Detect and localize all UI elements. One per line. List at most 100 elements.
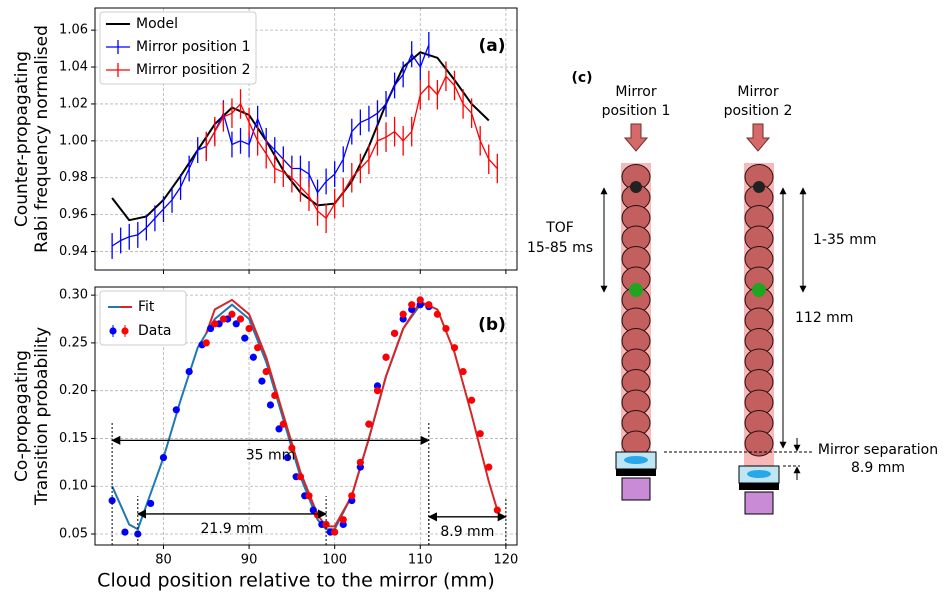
y-tick-label: 1.06 bbox=[59, 23, 88, 38]
legend-box bbox=[99, 11, 257, 85]
separation-label: 8.9 mm bbox=[851, 460, 905, 476]
mirror-holder bbox=[621, 477, 651, 501]
mirror-mount bbox=[739, 483, 779, 490]
mirror-label: position 2 bbox=[724, 103, 793, 119]
data-point bbox=[211, 320, 219, 328]
beam-arrow bbox=[623, 123, 649, 152]
series-line bbox=[111, 44, 430, 247]
data-point bbox=[121, 528, 129, 536]
panel-label: (a) bbox=[478, 36, 505, 56]
data-point bbox=[425, 301, 433, 309]
data-point bbox=[147, 499, 155, 508]
drop-label: 112 mm bbox=[795, 310, 853, 326]
data-point bbox=[258, 377, 266, 385]
data-point bbox=[305, 492, 313, 500]
data-point bbox=[232, 320, 240, 328]
data-point bbox=[348, 492, 356, 500]
atom-cloud bbox=[629, 283, 643, 297]
mirror-label: Mirror bbox=[615, 84, 656, 100]
lattice-site bbox=[744, 430, 774, 457]
data-point bbox=[249, 353, 257, 361]
data-point bbox=[356, 458, 364, 466]
data-point bbox=[236, 315, 245, 323]
data-point bbox=[228, 310, 236, 318]
x-tick-label: 90 bbox=[241, 553, 258, 568]
data-point bbox=[468, 396, 476, 404]
x-tick-label: 110 bbox=[408, 553, 433, 568]
data-point bbox=[390, 329, 399, 337]
atom-cloud bbox=[630, 181, 642, 193]
data-point bbox=[262, 367, 270, 376]
data-point bbox=[241, 334, 249, 342]
beam-arrow bbox=[745, 123, 771, 152]
x-tick-label: 100 bbox=[322, 553, 347, 568]
annotation: 35 mm bbox=[246, 447, 296, 463]
y-axis-label: Rabi frequency normalised bbox=[32, 25, 52, 253]
data-point bbox=[275, 425, 283, 433]
data-point bbox=[206, 324, 215, 333]
data-point bbox=[254, 344, 262, 352]
data-point bbox=[202, 339, 210, 347]
y-axis-label: Transition probability bbox=[32, 327, 52, 506]
y-tick-label: 0.20 bbox=[59, 383, 88, 398]
panel-label: (b) bbox=[478, 315, 506, 335]
data-point bbox=[185, 367, 193, 376]
x-tick-label: 80 bbox=[155, 553, 172, 568]
data-point bbox=[399, 310, 407, 318]
data-point bbox=[331, 528, 339, 536]
y-tick-label: 0.94 bbox=[59, 244, 88, 259]
data-point bbox=[313, 511, 322, 519]
tof-label: 15-85 ms bbox=[527, 240, 593, 256]
y-tick-label: 0.05 bbox=[59, 527, 88, 542]
chart: 0.05 0.10 0.15 0.20 0.25 0.30 80 90 100 110 120 35 … bbox=[12, 286, 518, 592]
y-axis-label: Counter-propagating bbox=[12, 51, 32, 227]
y-tick-label: 1.02 bbox=[59, 96, 88, 111]
tof-label: TOF bbox=[545, 220, 574, 236]
series-line bbox=[205, 298, 499, 528]
data-point bbox=[134, 530, 142, 538]
data-point bbox=[373, 387, 382, 395]
data-point bbox=[450, 344, 459, 352]
data-point bbox=[279, 420, 287, 428]
data-point bbox=[416, 296, 424, 304]
data-point bbox=[493, 506, 501, 514]
data-point bbox=[408, 301, 416, 309]
mirror bbox=[624, 456, 648, 464]
x-axis-label: Cloud position relative to the mirror (m… bbox=[97, 570, 495, 592]
legend-label: Mirror position 1 bbox=[136, 39, 251, 55]
panel-label: (c) bbox=[571, 70, 592, 86]
data-point bbox=[219, 315, 227, 323]
y-tick-label: 0.10 bbox=[59, 479, 88, 494]
data-point bbox=[283, 453, 292, 462]
y-tick-label: 0.15 bbox=[59, 431, 88, 446]
mirror-label: Mirror bbox=[737, 84, 778, 100]
lattice bbox=[621, 164, 774, 457]
data-point bbox=[365, 420, 373, 428]
data-point bbox=[296, 473, 305, 481]
data-point bbox=[476, 430, 484, 438]
data-point bbox=[288, 444, 296, 452]
y-axis-label: Co-propagating bbox=[12, 350, 32, 482]
legend-label: Mirror position 2 bbox=[136, 62, 251, 78]
plot-frame bbox=[94, 7, 518, 271]
data-point bbox=[172, 406, 180, 414]
y-tick-label: 0.98 bbox=[59, 170, 88, 185]
mirror bbox=[747, 470, 771, 478]
data-point bbox=[339, 516, 347, 524]
chart: 0.94 0.96 0.98 1.00 1.02 1.04 1.06 (a) Counter-p… bbox=[12, 7, 518, 274]
mirror-label: position 1 bbox=[602, 103, 671, 119]
drop-label: 1-35 mm bbox=[813, 232, 877, 248]
data-point bbox=[245, 324, 253, 333]
data-point bbox=[382, 353, 390, 361]
atom-cloud bbox=[753, 181, 765, 193]
annotation: 8.9 mm bbox=[440, 524, 494, 540]
separation-label: Mirror separation bbox=[818, 442, 938, 458]
mirror-holder bbox=[744, 491, 774, 515]
data-point bbox=[159, 453, 168, 462]
y-tick-label: 1.00 bbox=[59, 133, 88, 148]
atom-cloud bbox=[752, 283, 766, 297]
legend-label: Data bbox=[138, 323, 171, 339]
y-tick-label: 1.04 bbox=[59, 60, 88, 75]
data-point bbox=[433, 310, 441, 318]
